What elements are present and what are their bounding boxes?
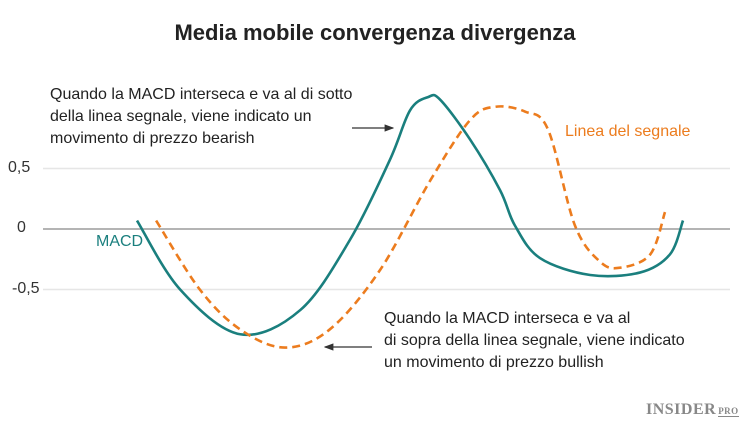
macd-label: MACD bbox=[96, 233, 144, 250]
signal-line bbox=[155, 105, 667, 349]
logo-sub: PRO bbox=[718, 406, 739, 417]
annotation-line: Quando la MACD interseca e va al di sott… bbox=[50, 86, 353, 103]
chart-title: Media mobile convergenza divergenza bbox=[174, 20, 576, 45]
y-tick-label: -0,5 bbox=[12, 280, 40, 297]
insider-pro-logo: INSIDER PRO bbox=[646, 401, 739, 419]
signal-label: Linea del segnale bbox=[565, 123, 691, 140]
annotation-line: di sopra della linea segnale, viene indi… bbox=[384, 332, 685, 349]
annotation-line: Quando la MACD interseca e va al bbox=[384, 310, 631, 327]
bullish-annotation: Quando la MACD interseca e va al di sopr… bbox=[384, 308, 685, 374]
y-tick-label: 0 bbox=[17, 219, 26, 236]
y-tick-label: 0,5 bbox=[8, 159, 31, 176]
annotation-line: della linea segnale, viene indicato un bbox=[50, 108, 312, 125]
bearish-annotation: Quando la MACD interseca e va al di sott… bbox=[50, 84, 352, 150]
macd-line bbox=[135, 93, 685, 337]
annotation-line: un movimento di prezzo bullish bbox=[384, 354, 604, 371]
logo-text: INSIDER bbox=[646, 401, 717, 418]
annotation-line: movimento di prezzo bearish bbox=[50, 130, 255, 147]
